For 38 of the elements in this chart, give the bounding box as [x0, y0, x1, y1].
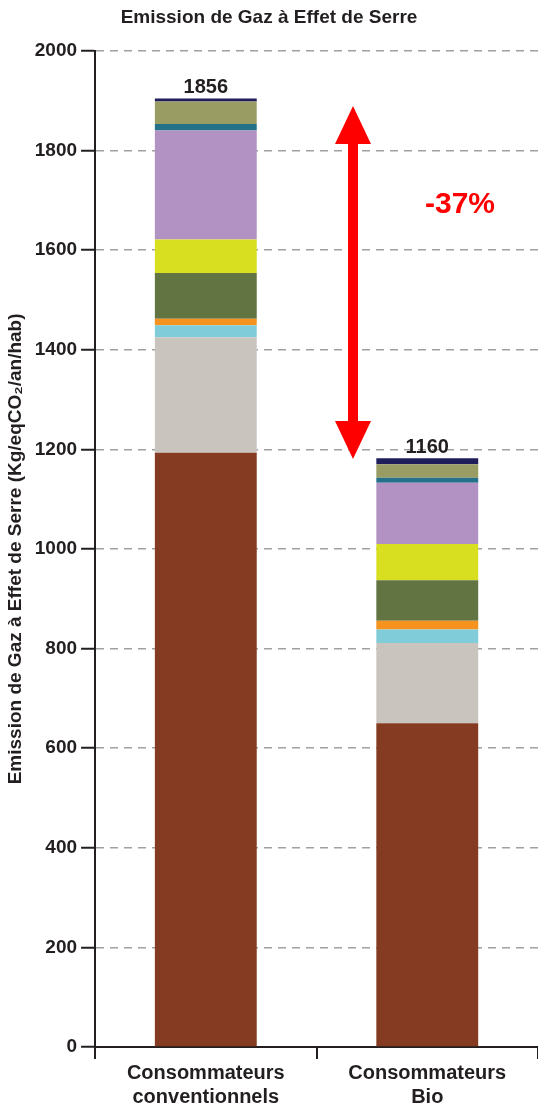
bar: [376, 620, 479, 630]
y-tick-label: 1000: [34, 537, 78, 559]
bar: [376, 464, 479, 478]
x-tick-label: Consommateurs conventionnels: [126, 1060, 285, 1107]
y-tick-label: 2000: [34, 39, 78, 61]
bar: [376, 723, 479, 1047]
y-tick-label: 1200: [34, 437, 78, 459]
y-tick-label: 1600: [34, 238, 78, 260]
y-tick-label: 800: [45, 636, 78, 658]
bar: [154, 239, 257, 273]
y-axis-title: Emission de Gaz à Effet de Serre (Kg/eqCO₂/an/hab): [3, 313, 25, 785]
bar: [376, 543, 479, 581]
annotation: 1856: [183, 75, 229, 98]
annotation: -37%: [424, 186, 496, 220]
bar: [154, 124, 257, 131]
bar: [154, 325, 257, 338]
bar: [376, 458, 479, 465]
bar: [376, 580, 479, 621]
bar: [376, 629, 479, 644]
y-tick-label: 200: [45, 935, 78, 957]
bar: [154, 130, 257, 240]
y-tick-label: 0: [66, 1035, 78, 1057]
x-tick-label: Consommateurs Bio: [348, 1060, 507, 1107]
bar: [154, 452, 257, 1047]
y-tick-label: 1400: [34, 337, 78, 359]
bar: [376, 482, 479, 544]
bar: [376, 477, 479, 483]
y-tick-label: 600: [45, 736, 78, 758]
bar: [154, 101, 257, 125]
bar: [154, 337, 257, 453]
bar: [376, 643, 479, 724]
annotation: 1160: [405, 434, 449, 457]
y-tick-label: 1800: [34, 138, 78, 160]
y-tick-label: 400: [45, 835, 78, 857]
chart-title: Emission de Gaz à Effet de Serre: [120, 5, 418, 27]
bar: [154, 98, 257, 102]
bar: [154, 272, 257, 319]
bar: [154, 318, 257, 326]
